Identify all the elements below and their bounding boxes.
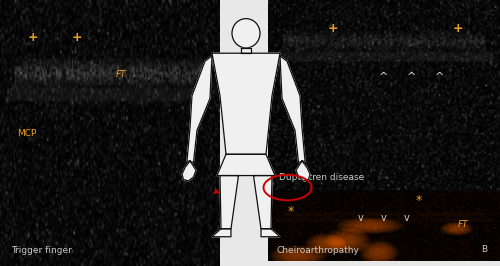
Polygon shape — [187, 56, 212, 162]
Text: Cheiroarthropathy: Cheiroarthropathy — [277, 246, 359, 255]
Polygon shape — [254, 176, 272, 229]
Polygon shape — [212, 229, 231, 237]
Polygon shape — [241, 48, 251, 53]
Text: +: + — [72, 31, 83, 44]
FancyArrowPatch shape — [214, 189, 218, 193]
Text: Dupuytren disease: Dupuytren disease — [279, 173, 364, 182]
Polygon shape — [212, 53, 280, 154]
Text: v: v — [404, 213, 410, 223]
Text: ^: ^ — [379, 72, 388, 82]
Ellipse shape — [232, 19, 260, 48]
Text: FT: FT — [458, 219, 468, 228]
Polygon shape — [217, 154, 275, 176]
Polygon shape — [296, 161, 310, 181]
Text: FT: FT — [116, 70, 126, 79]
Text: *: * — [288, 205, 294, 218]
Text: ^: ^ — [407, 72, 416, 82]
Text: MCP: MCP — [18, 128, 37, 138]
Text: +: + — [28, 31, 38, 44]
Text: B: B — [480, 245, 487, 254]
Text: v: v — [358, 213, 364, 223]
Polygon shape — [182, 161, 196, 181]
Polygon shape — [261, 229, 280, 237]
Text: ^: ^ — [435, 72, 444, 82]
Polygon shape — [280, 56, 305, 162]
Polygon shape — [220, 176, 238, 229]
Text: Trigger finger: Trigger finger — [11, 246, 72, 255]
Text: +: + — [328, 22, 338, 35]
Text: v: v — [381, 213, 386, 223]
Text: *: * — [416, 194, 422, 207]
Text: +: + — [453, 22, 464, 35]
